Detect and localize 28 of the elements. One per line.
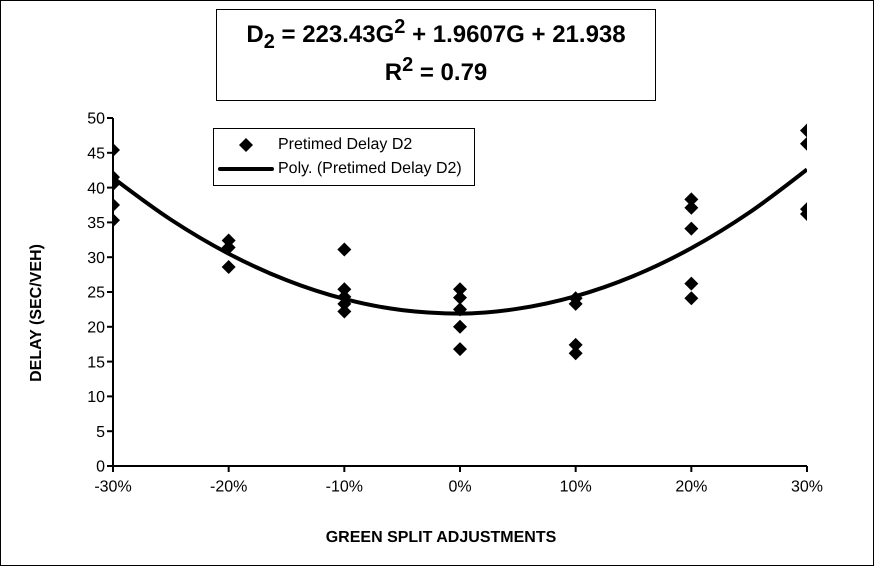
point <box>453 302 467 316</box>
point <box>453 320 467 334</box>
x-axis-title: GREEN SPLIT ADJUSTMENTS <box>326 529 556 546</box>
legend-label: Pretimed Delay D2 <box>278 136 412 154</box>
x-tick-label: -30% <box>94 478 132 496</box>
chart-subtitle: R$^{2}$ = 0.79 <box>384 54 488 86</box>
y-tick-label: 50 <box>87 110 106 128</box>
y-tick-label: 40 <box>87 180 106 198</box>
y-axis-title: DELAY (SEC/VEH) <box>28 244 45 382</box>
x-tick-label: 10% <box>560 478 592 496</box>
x-tick-label: 0% <box>448 478 472 496</box>
x-tick-label: -10% <box>326 478 364 496</box>
chart-title: D$_{2}$ = 223.43G$^{2}$ + 1.9607G + 21.938 <box>246 16 626 53</box>
y-tick-label: 10 <box>87 389 106 406</box>
y-tick-label: 5 <box>96 424 106 441</box>
y-tick-label: 35 <box>87 215 106 232</box>
point <box>337 242 352 257</box>
y-tick-label: 0 <box>96 458 106 476</box>
y-tick-label: 20 <box>87 319 106 336</box>
point <box>453 342 467 356</box>
x-tick-label: 20% <box>675 478 708 496</box>
y-tick-label: 15 <box>87 354 106 372</box>
x-tick-label: -20% <box>210 478 248 496</box>
y-tick-label: 25 <box>87 284 106 302</box>
y-tick-label: 45 <box>87 145 106 162</box>
x-tick-label: 30% <box>790 478 824 496</box>
y-tick-label: 30 <box>87 250 106 267</box>
legend-label: Poly. (Pretimed Delay D2) <box>278 160 462 178</box>
